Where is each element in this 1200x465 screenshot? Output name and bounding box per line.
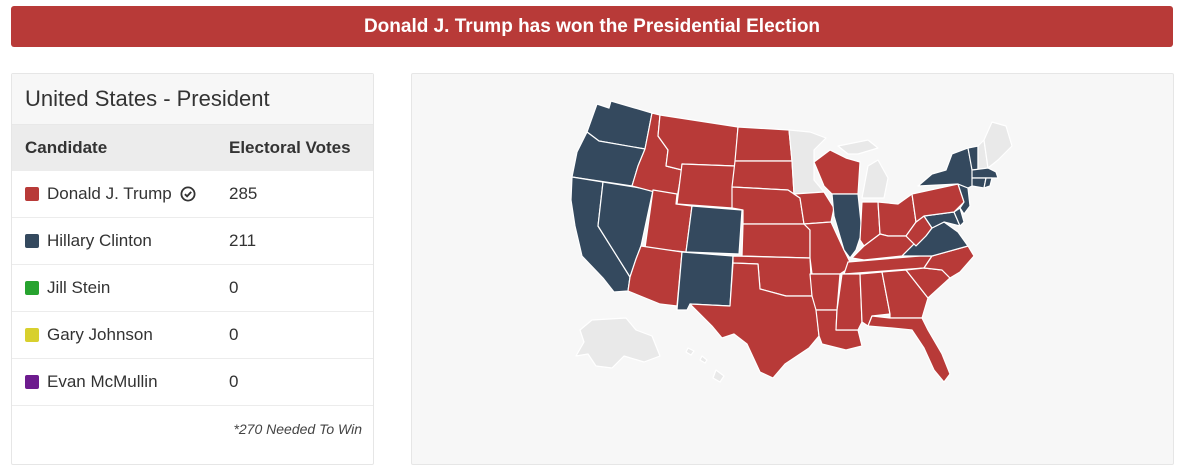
candidate-name: Gary Johnson xyxy=(47,325,153,344)
state-kansas[interactable] xyxy=(741,223,811,259)
candidate-row-johnson[interactable]: Gary Johnson 0 xyxy=(12,312,373,359)
state-massachusetts[interactable] xyxy=(971,167,999,179)
state-minnesota[interactable] xyxy=(788,129,827,195)
candidate-name: Donald J. Trump xyxy=(47,184,172,203)
party-color-swatch xyxy=(25,375,39,389)
candidate-row-stein[interactable]: Jill Stein 0 xyxy=(12,265,373,312)
state-rhode-island[interactable] xyxy=(983,177,993,189)
winner-banner-text: Donald J. Trump has won the Presidential… xyxy=(363,15,821,37)
winner-check-icon xyxy=(180,186,196,202)
win-threshold-note: *270 Needed To Win xyxy=(233,421,362,437)
candidate-name: Hillary Clinton xyxy=(47,231,152,250)
winner-banner: Donald J. Trump has won the Presidential… xyxy=(11,6,1173,47)
state-texas[interactable] xyxy=(689,262,820,379)
state-illinois[interactable] xyxy=(831,193,863,259)
state-michigan[interactable] xyxy=(837,139,889,199)
electoral-votes: 285 xyxy=(229,184,258,203)
candidate-column-header: Candidate xyxy=(25,138,108,157)
results-table-header: Candidate Electoral Votes xyxy=(12,125,373,171)
party-color-swatch xyxy=(25,234,39,248)
state-delaware[interactable] xyxy=(953,207,965,227)
electoral-votes: 0 xyxy=(229,325,239,344)
party-color-swatch xyxy=(25,281,39,295)
candidate-row-trump[interactable]: Donald J. Trump 285 xyxy=(12,171,373,218)
party-color-swatch xyxy=(25,328,39,342)
state-hawaii[interactable] xyxy=(685,347,725,383)
candidate-row-clinton[interactable]: Hillary Clinton 211 xyxy=(12,218,373,265)
results-title: United States - President xyxy=(12,74,373,125)
electoral-votes: 0 xyxy=(229,278,239,297)
results-panel: United States - President Candidate Elec… xyxy=(11,73,374,465)
candidate-row-mcmullin[interactable]: Evan McMullin 0 xyxy=(12,359,373,406)
candidate-name: Evan McMullin xyxy=(47,372,158,391)
state-missouri[interactable] xyxy=(803,221,851,275)
electoral-votes: 0 xyxy=(229,372,239,391)
state-new-mexico[interactable] xyxy=(676,251,734,311)
state-wyoming[interactable] xyxy=(676,163,736,209)
electoral-votes: 211 xyxy=(229,231,257,250)
state-colorado[interactable] xyxy=(685,205,743,255)
state-new-york[interactable] xyxy=(917,147,975,189)
state-maine[interactable] xyxy=(983,121,1013,169)
us-electoral-map xyxy=(570,100,1013,383)
electoral-map-panel xyxy=(411,73,1174,465)
state-florida[interactable] xyxy=(867,315,951,383)
state-montana[interactable] xyxy=(657,114,739,171)
state-wisconsin[interactable] xyxy=(813,149,861,195)
state-arkansas[interactable] xyxy=(809,273,841,311)
state-north-dakota[interactable] xyxy=(734,126,793,162)
party-color-swatch xyxy=(25,187,39,201)
candidate-name: Jill Stein xyxy=(47,278,111,297)
votes-column-header: Electoral Votes xyxy=(229,138,351,157)
state-alaska[interactable] xyxy=(575,317,661,369)
